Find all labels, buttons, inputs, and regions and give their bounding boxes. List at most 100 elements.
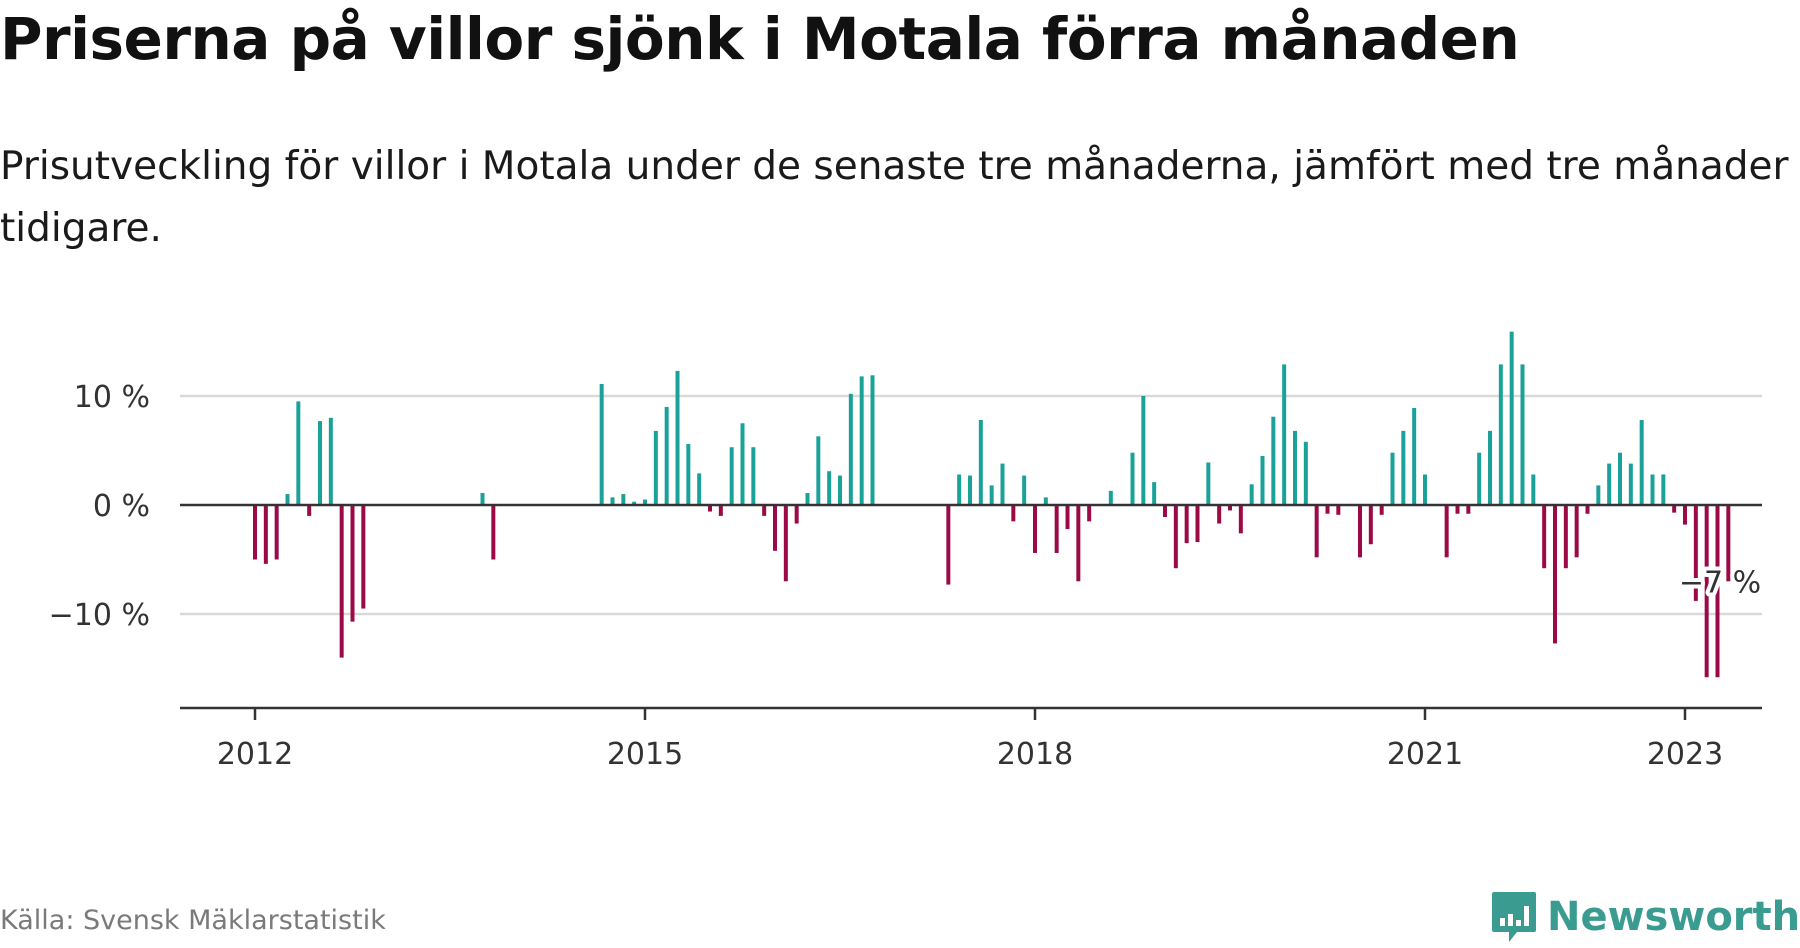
bar — [708, 505, 712, 512]
bar — [1488, 430, 1492, 505]
bar — [773, 505, 777, 551]
bar — [621, 494, 626, 505]
bar — [1271, 416, 1276, 505]
bar — [1628, 463, 1633, 505]
bar — [318, 421, 322, 505]
axes — [180, 503, 1762, 720]
bar — [1618, 452, 1622, 505]
x-tick-label: 2012 — [217, 737, 293, 772]
bar — [1498, 364, 1503, 505]
grid-lines — [180, 394, 1762, 616]
y-tick-label: −10 % — [49, 598, 150, 633]
bar — [1553, 505, 1557, 644]
bar — [1401, 430, 1406, 505]
bar — [859, 376, 864, 505]
bar — [1303, 441, 1308, 505]
bar — [1683, 505, 1687, 525]
bar — [729, 447, 734, 505]
bar — [1011, 505, 1016, 522]
x-tick-label: 2018 — [997, 737, 1073, 772]
bar — [1423, 474, 1427, 505]
bar — [1563, 505, 1568, 569]
bar — [1087, 505, 1092, 522]
source-note: Källa: Svensk Mäklarstatistik — [0, 905, 386, 936]
chart-title: Priserna på villor sjönk i Motala förra … — [0, 5, 1520, 73]
bar — [1368, 505, 1373, 545]
bar — [957, 474, 962, 505]
bar — [1531, 474, 1536, 505]
bar — [350, 505, 355, 622]
bar — [1726, 505, 1731, 582]
bar — [697, 473, 702, 505]
bar — [1596, 485, 1601, 505]
bar — [1477, 452, 1482, 505]
bar — [653, 430, 658, 505]
bar — [1054, 505, 1059, 553]
bar — [751, 447, 756, 505]
bar — [686, 443, 691, 505]
bar — [1228, 505, 1232, 511]
bar — [1585, 505, 1590, 514]
bar — [1217, 505, 1222, 524]
bar — [675, 370, 680, 505]
bar-chart: 10 %0 %−10 %2012 2015 2018 2021 2023−7 %−7 % — [49, 331, 1765, 772]
bar-chart-speech-bubble-icon — [1492, 892, 1536, 942]
annotation-label: −7 % — [1679, 565, 1761, 600]
bar — [491, 505, 496, 560]
bar — [1152, 482, 1157, 505]
bar — [1108, 490, 1113, 505]
bar — [718, 505, 723, 516]
bar — [1163, 505, 1167, 517]
bar — [1390, 452, 1395, 505]
bar — [610, 497, 615, 505]
bar — [599, 384, 604, 505]
bar — [1661, 474, 1666, 505]
bar — [1379, 505, 1384, 515]
bar — [1195, 505, 1200, 543]
bar — [1043, 497, 1048, 505]
bar — [1520, 364, 1525, 505]
bars — [253, 331, 1731, 678]
bar — [1358, 505, 1362, 558]
tick-labels: 10 %0 %−10 %2012 2015 2018 2021 2023−7 %−7 % — [49, 380, 1765, 772]
bar — [989, 485, 994, 505]
x-tick-label: 2021 — [1387, 737, 1463, 772]
bar — [740, 423, 745, 505]
chart-subtitle: Prisutveckling för villor i Motala under… — [0, 144, 1789, 251]
bar — [946, 505, 951, 585]
annotation-halo: −7 % — [1679, 565, 1761, 600]
bar — [1412, 407, 1417, 505]
bar — [1704, 505, 1709, 678]
bar — [328, 417, 333, 505]
bar — [783, 505, 788, 582]
bar — [1455, 505, 1460, 514]
bar — [1022, 475, 1027, 505]
bar — [296, 401, 301, 505]
bar — [1141, 396, 1146, 505]
bar — [1466, 505, 1471, 514]
bar — [1033, 505, 1037, 553]
bar — [1206, 462, 1211, 505]
bar — [1574, 505, 1579, 558]
bar — [1693, 505, 1698, 601]
bar — [1444, 505, 1449, 558]
bar — [805, 493, 810, 505]
bar — [1293, 430, 1297, 505]
bar — [1249, 484, 1254, 505]
bar — [1173, 505, 1178, 569]
bar — [339, 505, 344, 658]
bar — [1238, 505, 1243, 534]
bar — [762, 505, 767, 516]
bar — [1260, 455, 1265, 505]
bar — [1314, 505, 1319, 558]
bar — [664, 406, 669, 505]
bar — [285, 494, 290, 505]
bar — [1000, 463, 1005, 505]
bar — [1325, 505, 1330, 514]
bar — [827, 471, 832, 505]
bar — [1672, 505, 1677, 513]
bar — [253, 505, 257, 560]
bar — [870, 375, 875, 505]
bar — [1509, 331, 1514, 505]
x-tick-label: 2023 — [1647, 737, 1723, 772]
